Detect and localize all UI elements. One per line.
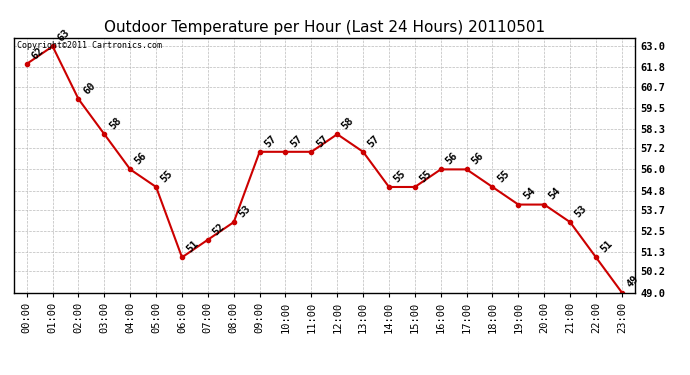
Text: 54: 54	[547, 186, 563, 202]
Text: 58: 58	[107, 116, 123, 132]
Text: Copyright©2011 Cartronics.com: Copyright©2011 Cartronics.com	[17, 41, 162, 50]
Text: 60: 60	[81, 80, 97, 96]
Text: 56: 56	[469, 151, 485, 166]
Text: 58: 58	[340, 116, 356, 132]
Text: 49: 49	[624, 274, 640, 290]
Text: 55: 55	[417, 168, 433, 184]
Text: 55: 55	[495, 168, 511, 184]
Text: 55: 55	[159, 168, 175, 184]
Text: 63: 63	[55, 28, 71, 44]
Text: 57: 57	[288, 133, 304, 149]
Text: 51: 51	[599, 238, 615, 255]
Text: 62: 62	[30, 45, 46, 61]
Text: 57: 57	[366, 133, 382, 149]
Text: 53: 53	[573, 204, 589, 219]
Text: 56: 56	[133, 151, 149, 166]
Text: 57: 57	[262, 133, 278, 149]
Title: Outdoor Temperature per Hour (Last 24 Hours) 20110501: Outdoor Temperature per Hour (Last 24 Ho…	[104, 20, 545, 35]
Text: 53: 53	[237, 204, 253, 219]
Text: 52: 52	[210, 221, 226, 237]
Text: 54: 54	[521, 186, 537, 202]
Text: 57: 57	[314, 133, 330, 149]
Text: 56: 56	[444, 151, 460, 166]
Text: 55: 55	[392, 168, 408, 184]
Text: 51: 51	[185, 238, 201, 255]
